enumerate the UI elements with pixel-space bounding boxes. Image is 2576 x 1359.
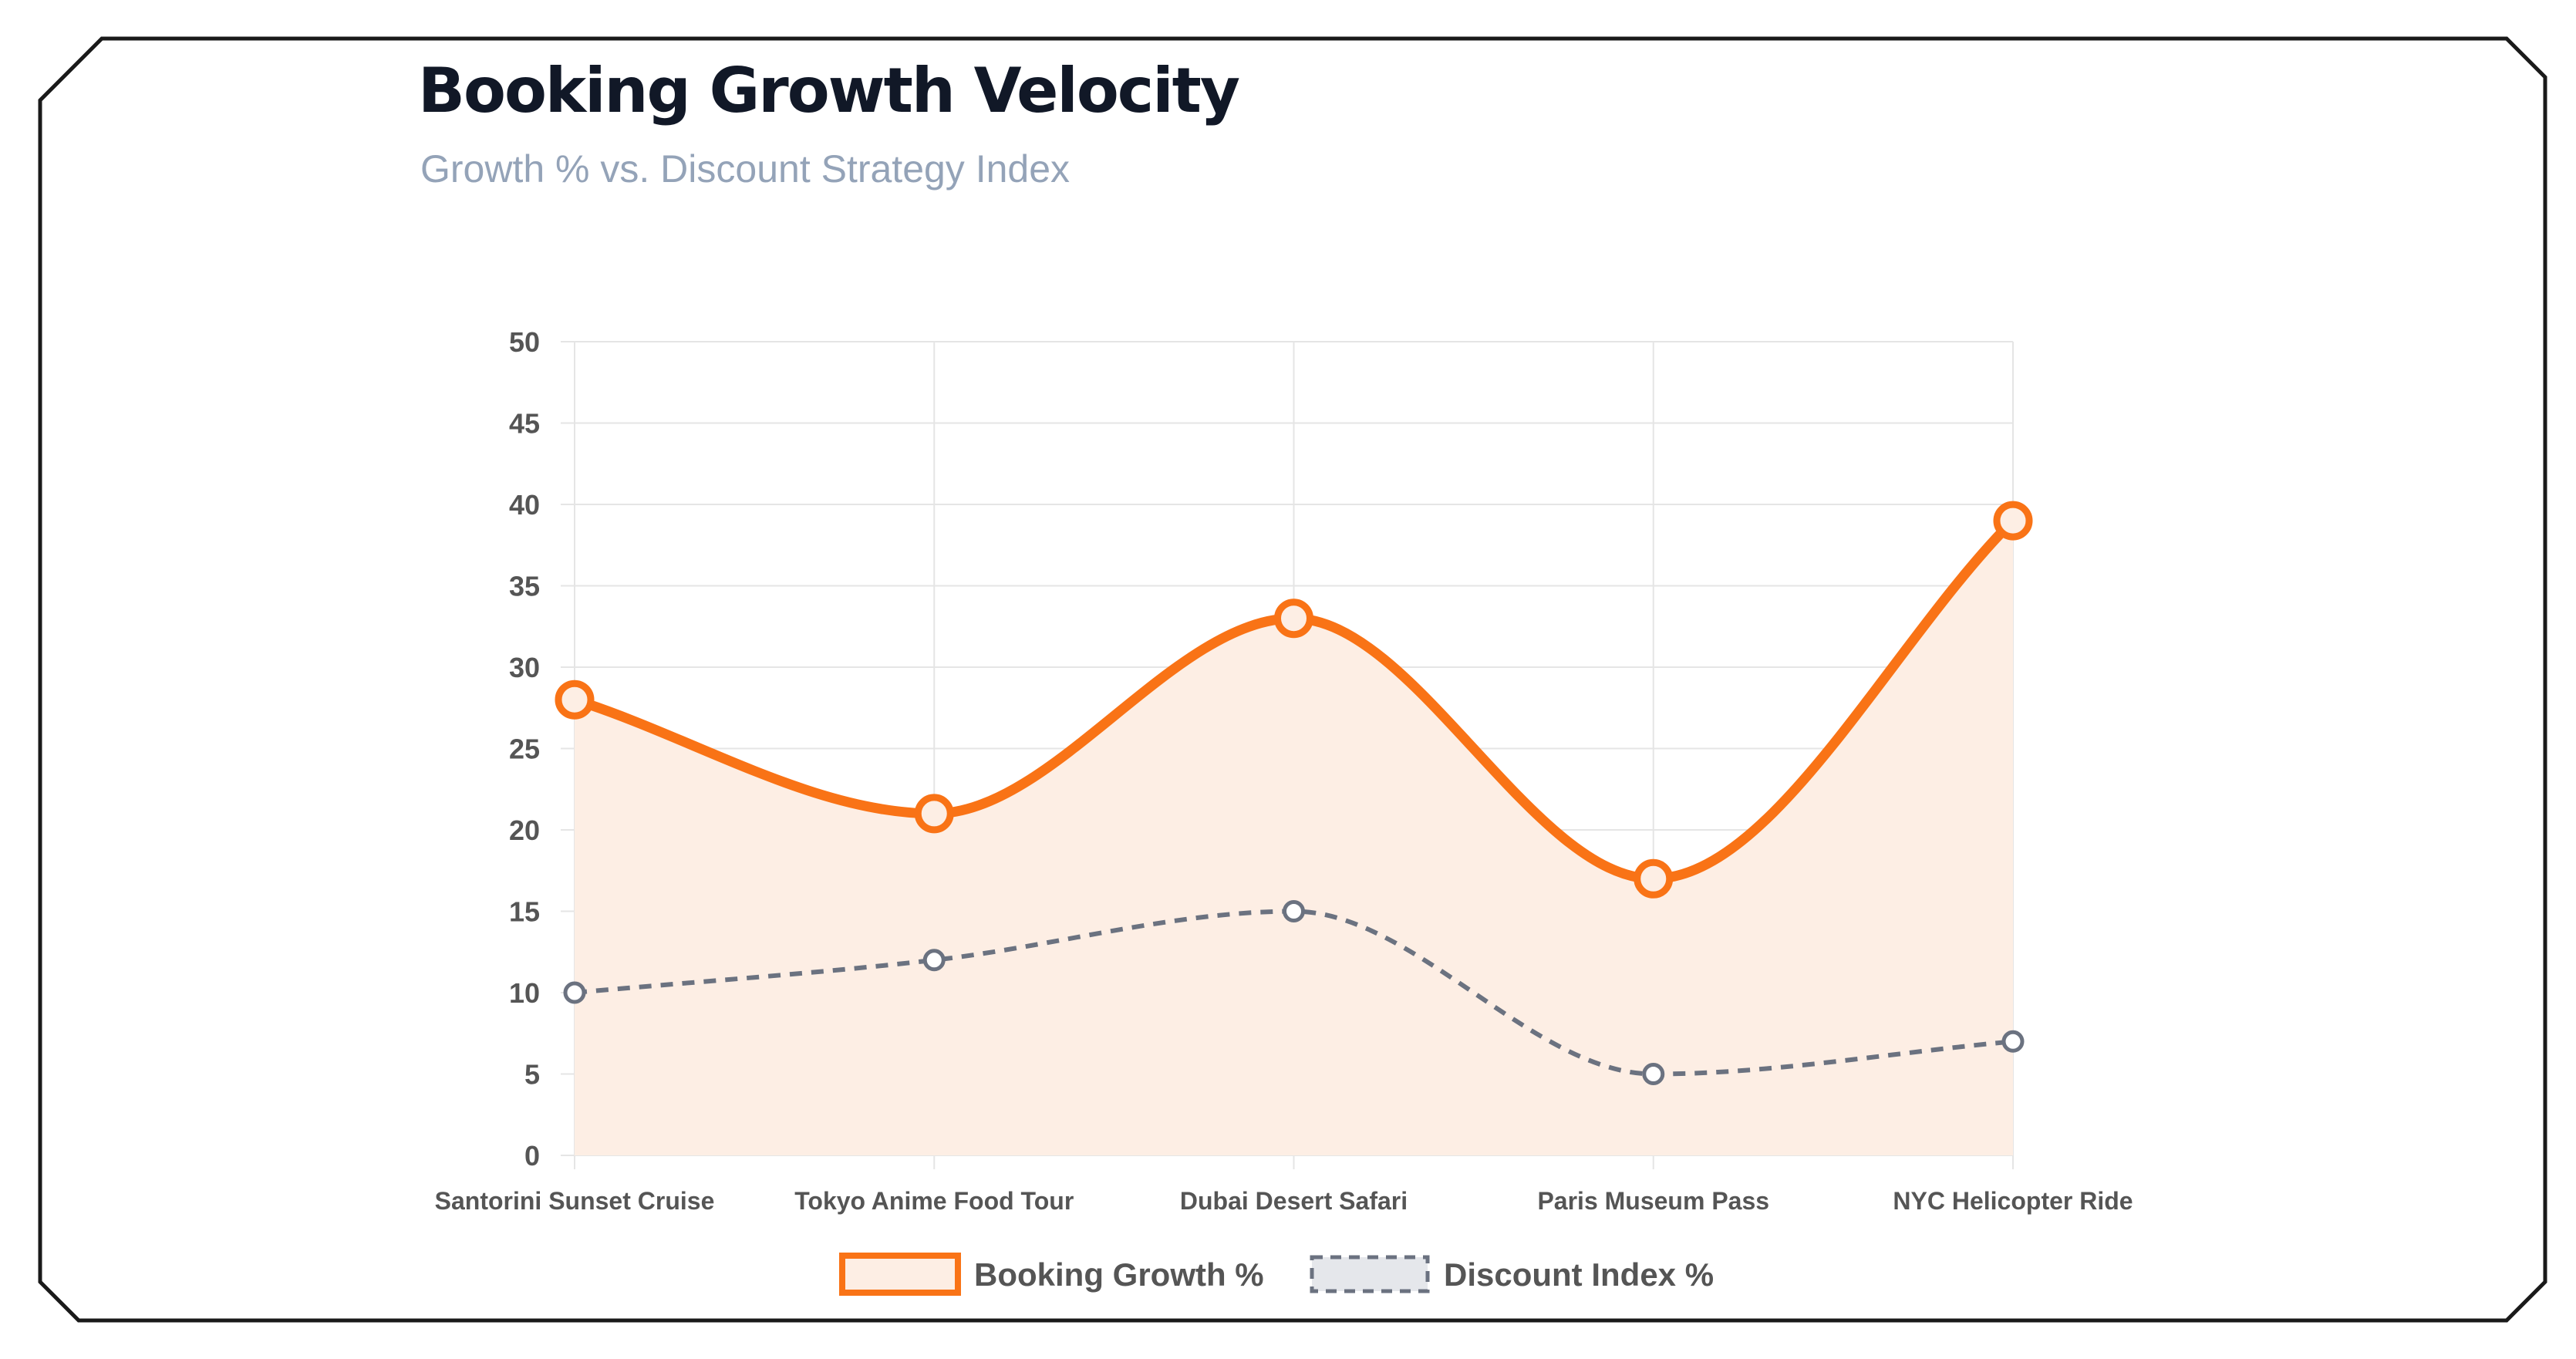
discount-index-point — [563, 981, 586, 1004]
y-tick-label: 30 — [509, 652, 540, 683]
y-tick-label: 35 — [509, 571, 540, 602]
x-tick-label: Paris Museum Pass — [1537, 1187, 1769, 1215]
legend-swatch-discount-index — [1310, 1255, 1430, 1293]
booking-growth-point — [1634, 858, 1674, 899]
chart-title: Booking Growth Velocity — [418, 55, 1240, 126]
discount-index-point — [922, 949, 946, 972]
legend-swatch-booking-growth — [839, 1253, 961, 1296]
x-tick-label: Dubai Desert Safari — [1180, 1187, 1408, 1215]
y-tick-label: 45 — [509, 408, 540, 440]
booking-growth-point — [914, 794, 954, 834]
booking-growth-point — [1274, 599, 1313, 639]
y-tick-label: 20 — [509, 814, 540, 846]
x-tick-label: Tokyo Anime Food Tour — [794, 1187, 1074, 1215]
discount-index-point — [1642, 1063, 1665, 1085]
legend-label-discount-index: Discount Index % — [1444, 1256, 1714, 1293]
y-tick-label: 10 — [509, 977, 540, 1009]
y-tick-label: 25 — [509, 733, 540, 765]
y-tick-label: 40 — [509, 489, 540, 521]
legend-label-booking-growth: Booking Growth % — [974, 1256, 1264, 1293]
booking-growth-point — [1993, 501, 2033, 541]
booking-growth-line — [573, 517, 2017, 884]
discount-index-point — [1283, 900, 1305, 922]
chart-subtitle: Growth % vs. Discount Strategy Index — [420, 147, 1071, 191]
y-tick-label: 5 — [524, 1059, 540, 1091]
booking-growth-area — [575, 521, 2013, 1155]
booking-growth-point — [555, 680, 595, 720]
y-tick-label: 15 — [509, 896, 540, 928]
discount-index-point — [2001, 1030, 2025, 1053]
x-tick-label: NYC Helicopter Ride — [1893, 1187, 2133, 1215]
x-tick-label: Santorini Sunset Cruise — [435, 1187, 715, 1215]
y-tick-label: 50 — [509, 326, 540, 358]
y-tick-label: 0 — [524, 1140, 540, 1172]
